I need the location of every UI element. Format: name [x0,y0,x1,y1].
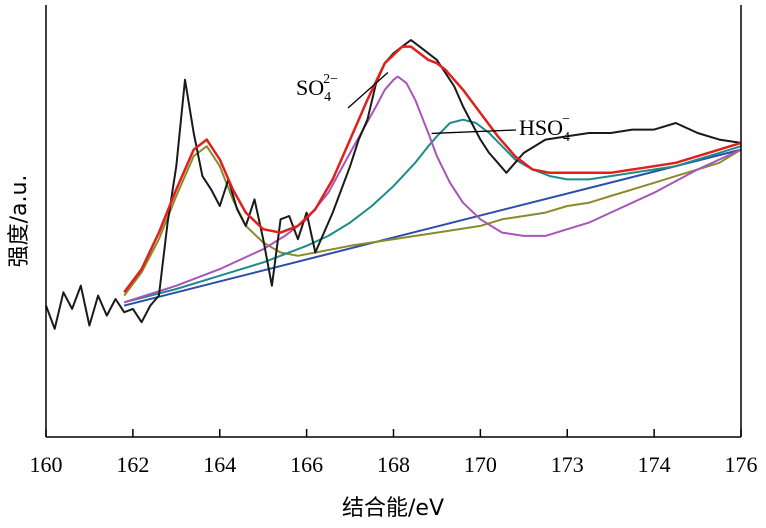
x-tick-label: 162 [116,452,149,477]
series-line-raw [45,39,742,330]
plot-area [45,39,742,330]
series-line-so4 [123,75,742,304]
annotation-label-hso4: HSO4− [519,112,570,145]
x-tick-label: 170 [464,452,497,477]
series-line-s2p [123,145,742,297]
series-line-bg [123,148,742,307]
x-tick-label: 160 [30,452,63,477]
x-tick-label: 174 [638,452,671,477]
x-tick-label: 166 [290,452,323,477]
annotation-leader-line [431,129,517,135]
x-tick-label: 173 [551,452,584,477]
annotation-label-so4: SO42− [296,72,338,105]
x-axis-title: 结合能/eV [342,496,444,521]
annotation-leader-line [347,72,389,109]
annotations: SO42− HSO4− [296,72,570,145]
x-tick-label: 164 [203,452,236,477]
x-tick-label: 176 [725,452,758,477]
x-tick-label: 168 [377,452,410,477]
x-ticks: 160 162 164 166 168 170 173 174 176 [30,429,758,477]
y-axis-title: 强度/a.u. [7,175,32,268]
axes [45,5,742,438]
series-line-fit [123,45,742,294]
